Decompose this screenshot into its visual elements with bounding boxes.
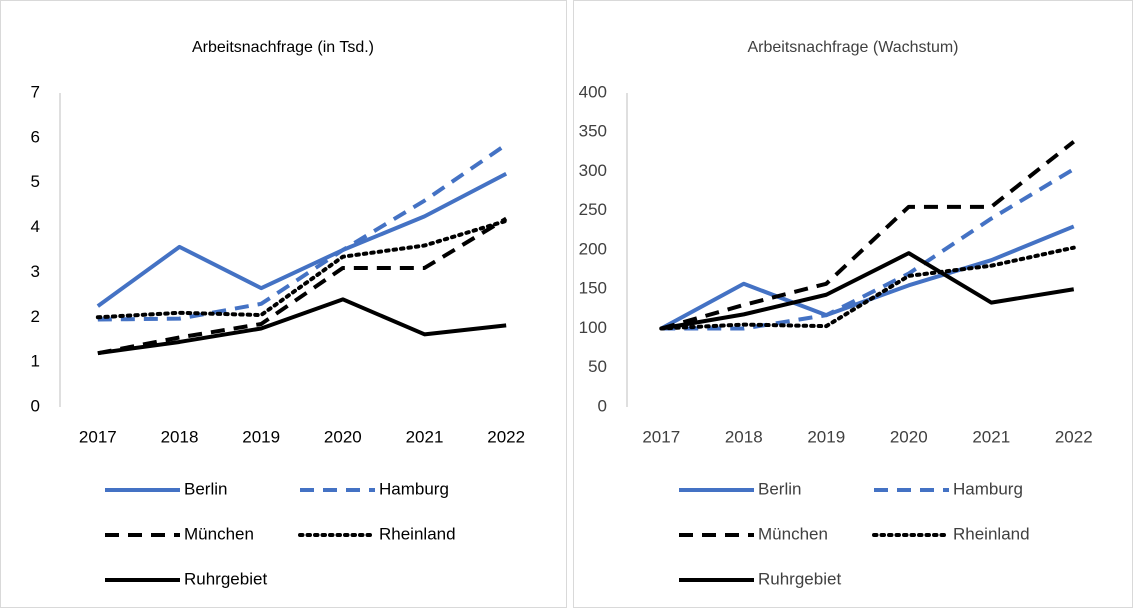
chart: Arbeitsnachfrage (in Tsd.) 0 1 2 3 4 5 6 7 2017 20… — [31, 39, 526, 588]
y-tick-label: 150 — [579, 279, 607, 298]
y-tick-label: 0 — [598, 396, 607, 415]
chart-title: Arbeitsnachfrage (in Tsd.) — [192, 39, 374, 56]
x-tick-label: 2022 — [1055, 427, 1093, 446]
legend-label: Berlin — [758, 479, 801, 498]
y-tick-label: 250 — [579, 200, 607, 219]
y-tick-label: 50 — [588, 357, 607, 376]
y-tick-label: 6 — [31, 127, 40, 146]
legend-label: Rheinland — [379, 524, 456, 543]
x-tick-label: 2022 — [487, 427, 525, 446]
chart: Arbeitsnachfrage (Wachstum) 0 50 100 150 200 2… — [579, 39, 1093, 588]
series-line — [660, 140, 1075, 331]
legend-label: Rheinland — [953, 524, 1030, 543]
series-line — [97, 142, 508, 322]
x-tick-label: 2021 — [406, 427, 444, 446]
y-tick-label: 0 — [31, 396, 40, 415]
series-line — [660, 251, 1075, 331]
y-tick-label: 400 — [579, 82, 607, 101]
legend-label: Berlin — [184, 479, 227, 498]
y-tick-label: 1 — [31, 352, 40, 371]
y-tick-label: 7 — [31, 82, 40, 101]
x-tick-label: 2019 — [242, 427, 280, 446]
x-tick-label: 2018 — [161, 427, 199, 446]
legend-label: München — [184, 524, 254, 543]
x-tick-label: 2020 — [324, 427, 362, 446]
y-tick-label: 350 — [579, 122, 607, 141]
x-tick-label: 2021 — [972, 427, 1010, 446]
series-line — [95, 218, 509, 320]
chart-title: Arbeitsnachfrage (Wachstum) — [747, 39, 958, 56]
series-line — [660, 224, 1075, 331]
x-tick-label: 2017 — [642, 427, 680, 446]
legend-label: München — [758, 524, 828, 543]
y-tick-label: 3 — [31, 262, 40, 281]
y-tick-label: 200 — [579, 239, 607, 258]
series-line — [659, 245, 1076, 331]
y-tick-label: 300 — [579, 161, 607, 180]
y-tick-label: 2 — [31, 307, 40, 326]
y-tick-label: 4 — [31, 217, 40, 236]
panel-border — [0, 0, 567, 608]
series-line — [661, 167, 1075, 331]
y-tick-label: 5 — [31, 172, 40, 191]
x-tick-label: 2019 — [807, 427, 845, 446]
legend-label: Ruhrgebiet — [758, 569, 841, 588]
x-tick-label: 2020 — [890, 427, 928, 446]
legend-label: Hamburg — [953, 479, 1023, 498]
series-line — [97, 297, 507, 356]
legend-label: Hamburg — [379, 479, 449, 498]
x-tick-label: 2017 — [79, 427, 117, 446]
x-tick-label: 2018 — [725, 427, 763, 446]
y-tick-label: 100 — [579, 318, 607, 337]
series-line — [96, 171, 508, 308]
series-line — [97, 216, 508, 356]
legend-label: Ruhrgebiet — [184, 569, 267, 588]
